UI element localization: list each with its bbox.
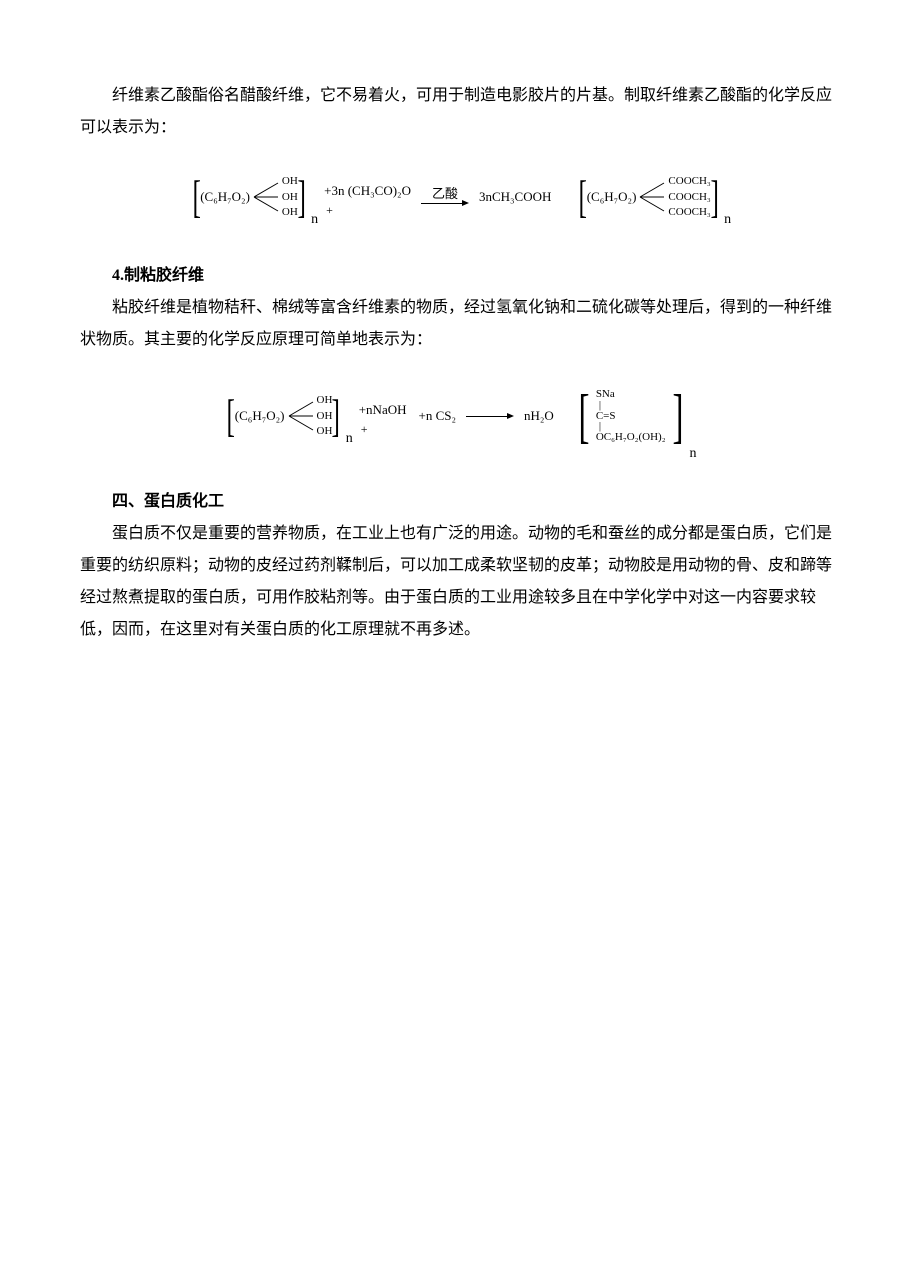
eq1-branches2 (638, 177, 668, 217)
eq1-reactant-bracket: [ (C₆H₇O₂) OH OH OH ] n (189, 174, 318, 220)
eq2-plus: + (359, 423, 368, 435)
document-page: 纤维素乙酸酯俗名醋酸纤维，它不易着火，可用于制造电影胶片的片基。制取纤维素乙酸酯… (0, 0, 920, 686)
eq1-n1: n (309, 206, 318, 234)
eq2-reagent1: +nNaOH (359, 397, 407, 423)
eq2-oh-labels: OH OH OH (317, 395, 333, 437)
eq2-n1: n (344, 425, 353, 453)
eq2-unit: (C₆H₇O₂) OH OH OH (235, 395, 333, 437)
bond-icon: | (596, 401, 601, 410)
eq1-oh1: OH (282, 176, 298, 187)
eq1-cellulose-unit: (C₆H₇O₂) OH OH OH (200, 176, 298, 218)
paragraph-intro: 纤维素乙酸酯俗名醋酸纤维，它不易着火，可用于制造电影胶片的片基。制取纤维素乙酸酯… (80, 80, 840, 144)
eq2-oh1: OH (317, 395, 333, 406)
heading-section-4: 四、蛋白质化工 (80, 486, 840, 518)
equation-1: [ (C₆H₇O₂) OH OH OH ] n (80, 174, 840, 220)
left-bracket: [ (579, 174, 587, 220)
eq2-reagent2-block: +n CS₂ (419, 403, 457, 429)
eq1-oh2: OH (282, 192, 298, 203)
eq1-cooch2: COOCH₃ (668, 192, 710, 203)
eq1-branches (252, 177, 282, 217)
eq1-arrow: 乙酸 (421, 187, 469, 208)
right-bracket: ] (297, 174, 305, 220)
left-bracket: [ (227, 393, 235, 439)
bond-icon: | (596, 422, 601, 431)
paragraph-3: 蛋白质不仅是重要的营养物质，在工业上也有广泛的用途。动物的毛和蚕丝的成分都是蛋白… (80, 518, 840, 646)
eq1-product1: 3nCH₃COOH (479, 184, 551, 210)
eq1-core: (C₆H₇O₂) (200, 184, 250, 210)
eq2-arrow (466, 411, 514, 421)
arrow-icon (421, 198, 469, 208)
paragraph-2: 粘胶纤维是植物秸秆、棉绒等富含纤维素的物质，经过氢氧化钠和二硫化碳等处理后，得到… (80, 292, 840, 356)
arrow-icon (466, 411, 514, 421)
eq1-n2: n (722, 206, 731, 234)
eq1-oh-labels: OH OH OH (282, 176, 298, 218)
eq2-product-bracket: [ SNa | C=S | OC₆H₇O₂(OH)₂ ] n (574, 386, 697, 446)
eq1-product-bracket: [ (C₆H₇O₂) COOCH₃ COOCH₃ COOCH₃ ] n (575, 174, 731, 220)
eq1-prod-labels: COOCH₃ COOCH₃ COOCH₃ (668, 176, 710, 218)
eq1-product-unit: (C₆H₇O₂) COOCH₃ COOCH₃ COOCH₃ (587, 176, 711, 218)
eq2-product1: nH₂O (524, 403, 554, 429)
eq2-oh3: OH (317, 426, 333, 437)
eq2-n2: n (688, 440, 697, 468)
eq2-v3: OC₆H₇O₂(OH)₂ (596, 431, 666, 444)
right-bracket: ] (710, 174, 718, 220)
right-bracket: ] (332, 393, 340, 439)
eq1-cooch3: COOCH₃ (668, 207, 710, 218)
eq1-cooch1: COOCH₃ (668, 176, 710, 187)
eq1-reagent: +3n (CH₃CO)₂O (324, 178, 411, 204)
right-bracket: ] (672, 386, 683, 446)
eq2-oh2: OH (317, 411, 333, 422)
eq2-reagent2: +n CS₂ (419, 403, 457, 429)
eq2-branches (287, 396, 317, 436)
eq2-reagent1-block: +nNaOH + (359, 397, 407, 435)
equation-2: [ (C₆H₇O₂) OH OH OH ] n (80, 386, 840, 446)
eq1-plus: + (324, 204, 333, 216)
eq1-core2: (C₆H₇O₂) (587, 184, 637, 210)
eq2-core: (C₆H₇O₂) (235, 403, 285, 429)
left-bracket: [ (578, 386, 589, 446)
eq2-xanthate-struct: SNa | C=S | OC₆H₇O₂(OH)₂ (596, 388, 666, 444)
heading-4: 4.制粘胶纤维 (80, 260, 840, 292)
eq1-oh3: OH (282, 207, 298, 218)
eq1-reagent-block: +3n (CH₃CO)₂O + (324, 178, 411, 216)
eq2-reactant-bracket: [ (C₆H₇O₂) OH OH OH ] n (223, 393, 352, 439)
left-bracket: [ (192, 174, 200, 220)
